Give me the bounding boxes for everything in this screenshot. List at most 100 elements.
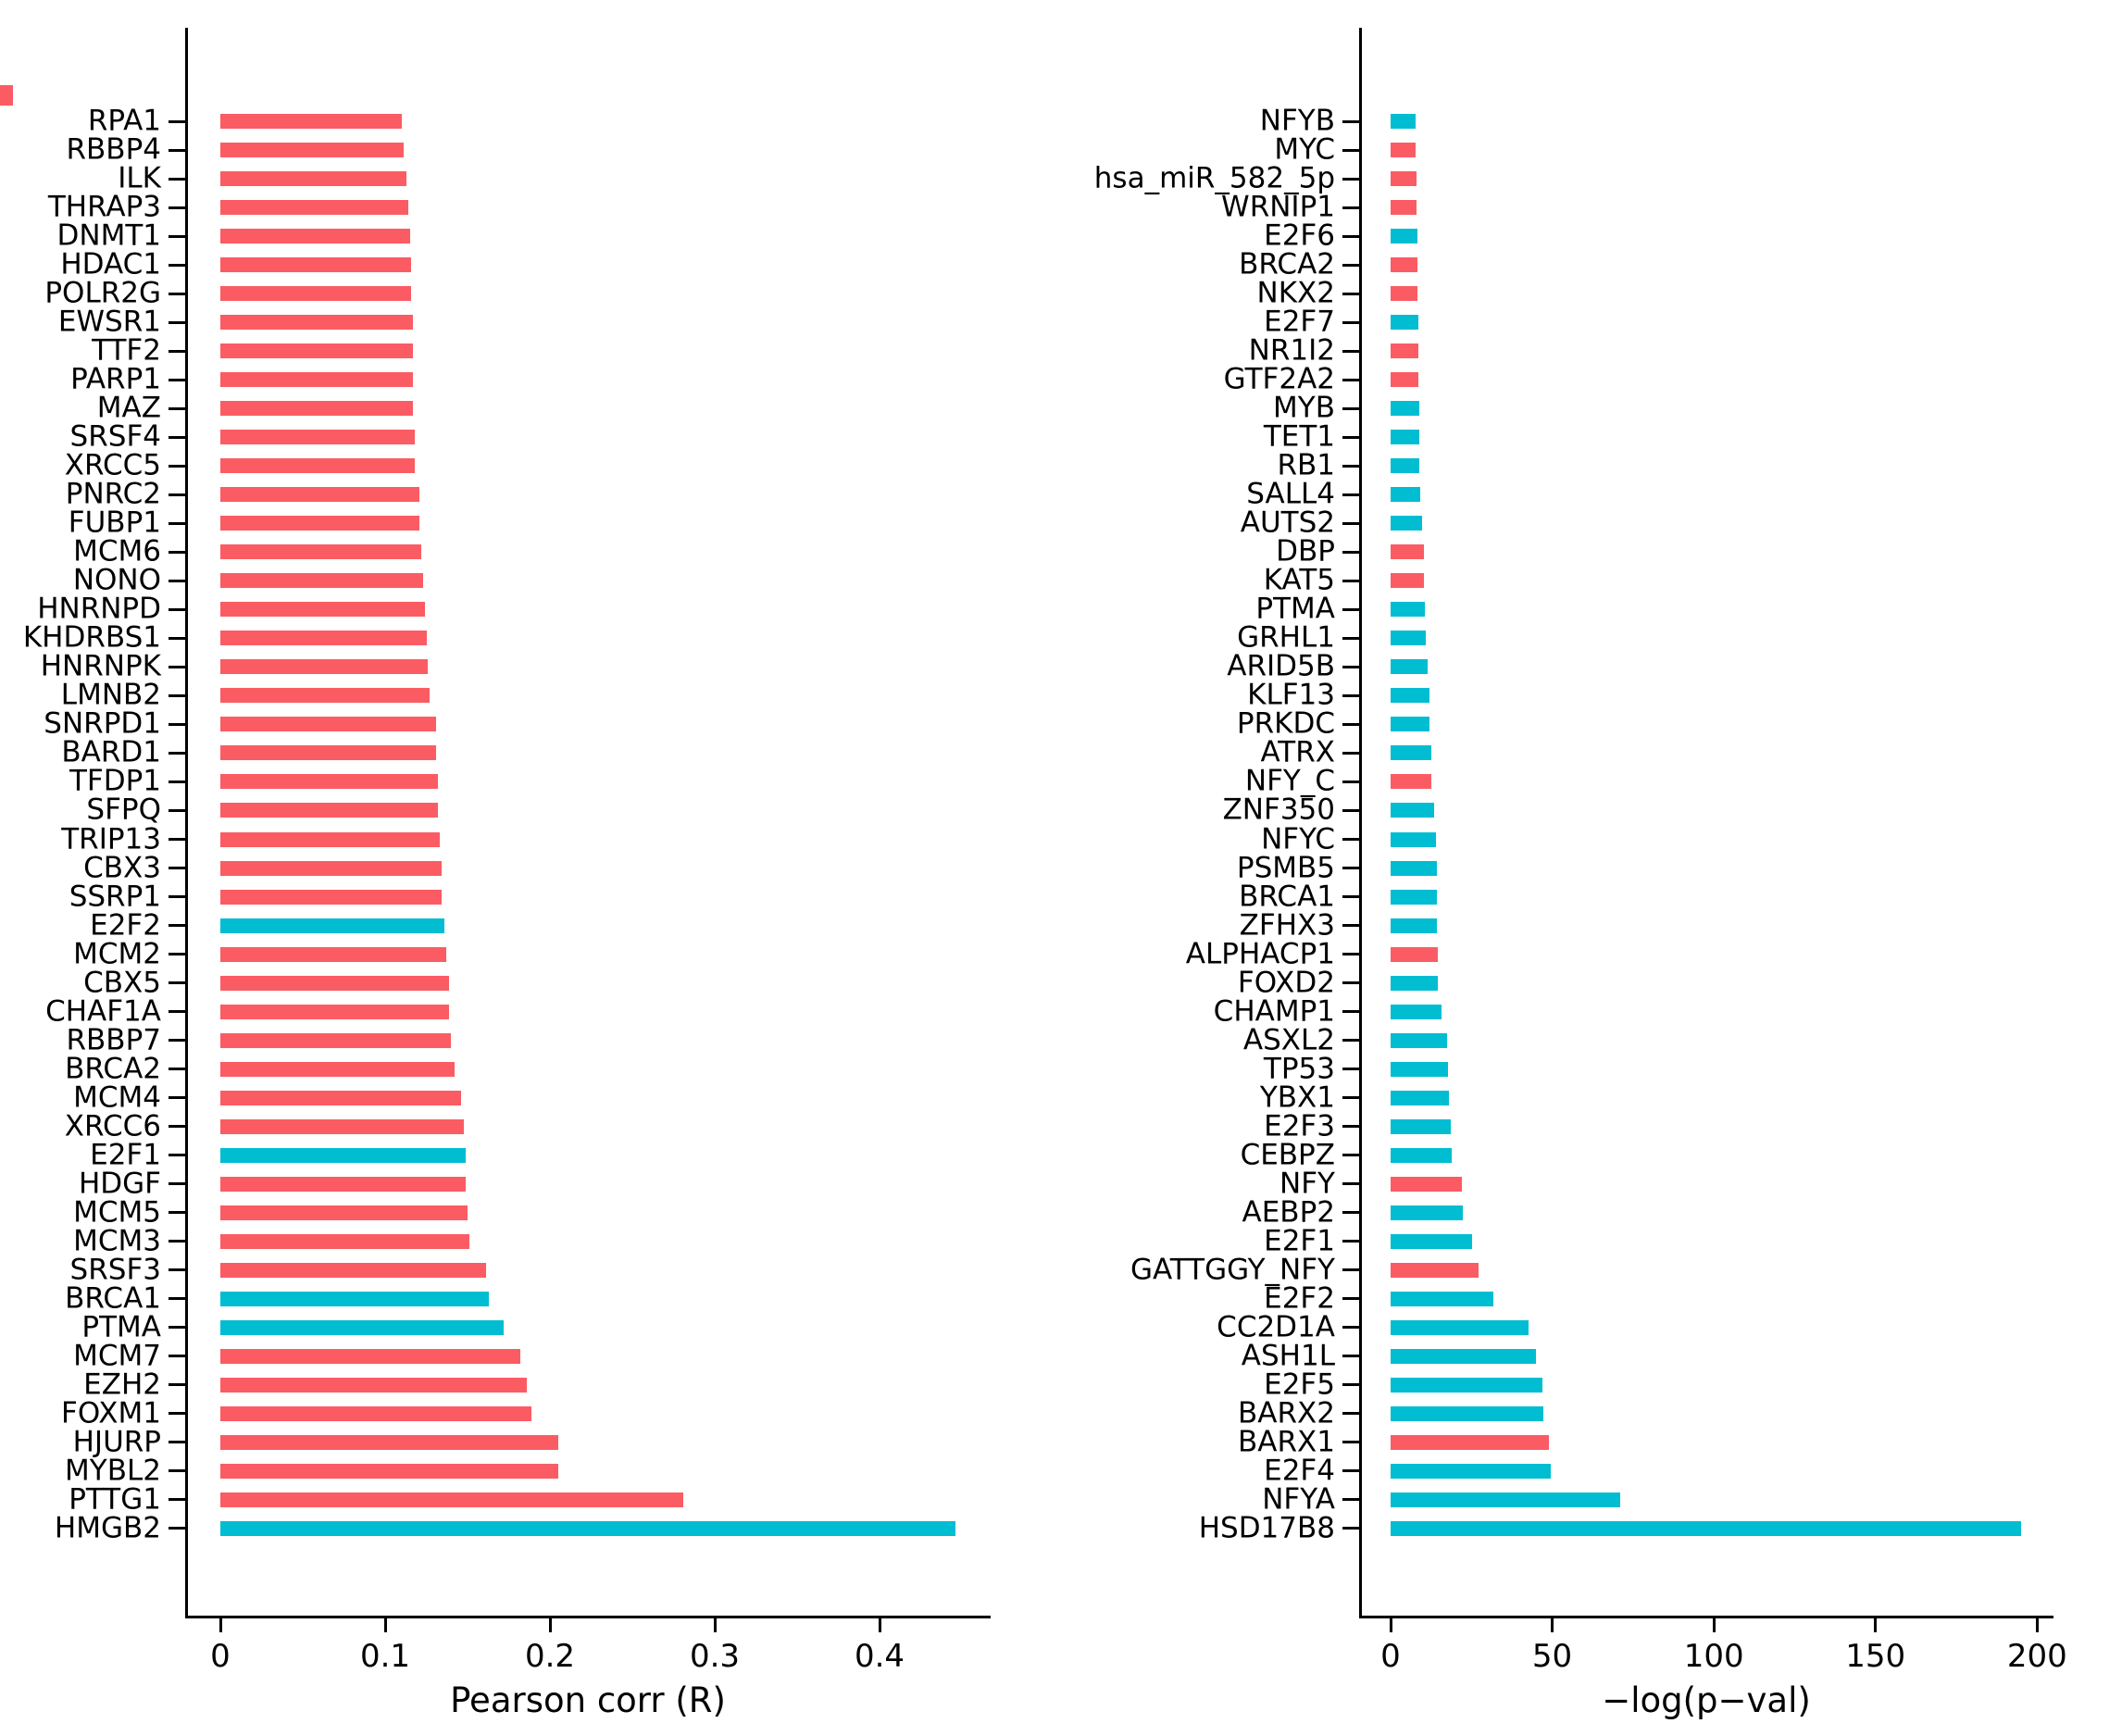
category-label: RBBP7 [66,1023,162,1057]
category-label: NKX2 [1256,276,1335,310]
category-label: E2F1 [1264,1224,1335,1258]
x-tick [713,1616,717,1632]
bar [1391,1176,1462,1192]
y-tick [1342,550,1359,554]
x-tick-label: 100 [1683,1638,1744,1675]
category-label: CBX3 [83,851,161,885]
category-label: NFY_C [1244,764,1335,798]
bar [1391,659,1429,675]
bar [220,1176,467,1192]
bar [1391,516,1422,531]
category-label: KHDRBS1 [22,620,161,655]
bar [1391,918,1438,933]
category-label: E2F3 [1264,1109,1335,1143]
y-tick [1342,693,1359,697]
bar [220,1463,558,1479]
x-axis-title: −log(p−val) [1602,1680,1811,1720]
y-tick [169,263,185,267]
bar [1391,745,1431,761]
bar [220,458,416,474]
x-tick-label: 50 [1531,1638,1573,1675]
y-tick [1342,1498,1359,1502]
x-tick-label: 0.4 [854,1638,905,1675]
y-tick [1342,435,1359,439]
bar [220,143,404,158]
category-label: BRCA1 [1239,880,1335,914]
category-label: XRCC5 [64,448,161,482]
y-tick [1342,1383,1359,1387]
bar [1391,1520,2021,1536]
y-tick [1342,1240,1359,1243]
category-label: GRHL1 [1237,620,1335,655]
y-tick [169,349,185,353]
bar [1391,229,1417,244]
category-label: TTF2 [92,333,161,368]
bar [220,602,425,618]
y-tick [169,751,185,755]
y-tick [1342,867,1359,870]
bar [1391,257,1417,273]
category-label: TFDP1 [69,764,161,798]
category-label: EZH2 [83,1368,161,1402]
category-label: MCM4 [73,1080,161,1115]
category-label: FOXD2 [1237,966,1335,1000]
category-label: GTF2A2 [1223,362,1335,396]
bar [220,688,431,704]
category-label: MYC [1274,132,1335,167]
bar [220,745,437,761]
y-tick [1342,751,1359,755]
y-tick [169,435,185,439]
category-label: SSRP1 [69,880,161,914]
y-tick [169,1383,185,1387]
y-tick [169,693,185,697]
category-label: BARX1 [1238,1425,1335,1459]
category-label: SRSF4 [69,419,161,454]
category-label: BARX2 [1238,1396,1335,1430]
category-label: CHAMP1 [1213,994,1335,1029]
y-tick [169,493,185,496]
x-tick-label: 0 [210,1638,231,1675]
bar [1391,171,1417,187]
category-label: SRSF3 [69,1253,161,1287]
category-label: PARP1 [70,362,161,396]
bar [1391,544,1424,560]
bar [220,114,402,129]
bar [220,573,423,589]
category-label: PTMA [1255,592,1335,626]
x-tick [218,1616,222,1632]
bar [1391,1262,1479,1278]
y-axis-line [185,28,188,1618]
bar [220,659,429,675]
category-label: NONO [72,563,161,597]
y-tick [1342,1469,1359,1473]
bar [1391,1090,1450,1105]
bar [220,774,438,790]
bar [220,487,420,503]
category-label: FUBP1 [68,506,161,540]
bar [220,200,408,216]
category-label: FOXM1 [61,1396,161,1430]
category-label: E2F2 [90,908,161,943]
x-tick [383,1616,387,1632]
category-label: DBP [1276,534,1335,568]
category-label: TP53 [1263,1052,1335,1086]
y-tick [1342,406,1359,410]
category-label: RPA1 [87,104,161,138]
bar [220,1434,558,1450]
y-tick [169,1211,185,1215]
y-tick [1342,148,1359,152]
y-tick [1342,808,1359,812]
y-tick [1342,1412,1359,1416]
y-axis-line [1359,28,1362,1618]
bar [1391,573,1425,589]
bar [1391,430,1420,445]
category-label: BRCA2 [1239,247,1335,281]
y-tick [1342,1268,1359,1272]
category-label: NFYA [1262,1482,1335,1517]
bar [220,803,438,818]
category-label: E2F5 [1264,1368,1335,1402]
y-tick [1342,263,1359,267]
bar [220,1032,452,1048]
y-tick [169,521,185,525]
category-label: THRAP3 [47,190,161,224]
